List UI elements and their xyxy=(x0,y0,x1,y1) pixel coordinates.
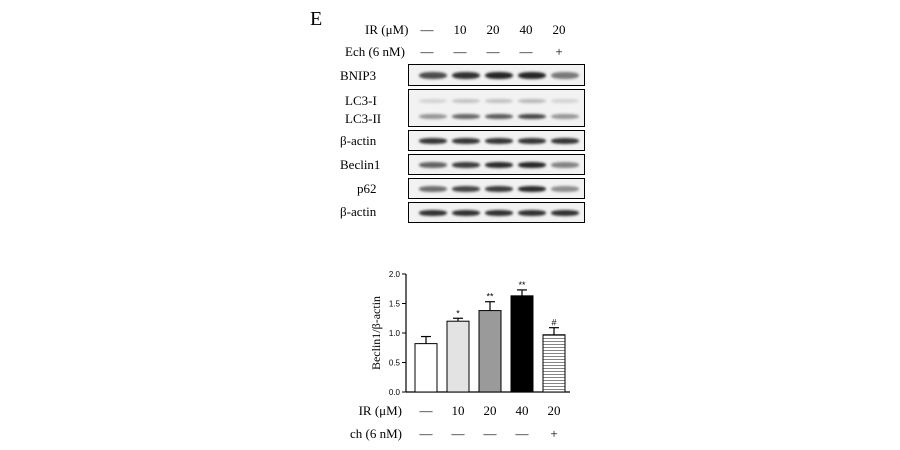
blot-lc3 xyxy=(408,89,585,127)
blot-band xyxy=(551,162,579,168)
beclin1-bar-chart: 0.0 0.5 1.0 1.5 2.0 Beclin1/β-actin ****… xyxy=(350,270,570,441)
blot-band xyxy=(485,72,513,79)
ir-condition-label: IR (μM) xyxy=(365,22,409,37)
blot-band xyxy=(452,186,480,192)
blot-band xyxy=(419,114,447,119)
bar xyxy=(446,320,470,393)
y-tick-label: 2.0 xyxy=(389,270,401,279)
y-ticks: 0.0 0.5 1.0 1.5 2.0 xyxy=(389,270,406,397)
blot-label-beclin1: Beclin1 xyxy=(340,157,381,172)
x-ech-value: — xyxy=(483,426,498,441)
blot-p62 xyxy=(408,178,585,199)
ech-value-lane-2: — xyxy=(453,44,467,59)
blot-beta-actin-1 xyxy=(408,130,585,151)
significance-marker: ** xyxy=(486,292,494,302)
x-ir-value: 20 xyxy=(548,403,561,418)
blot-band xyxy=(452,72,480,79)
ir-value-lane-5: 20 xyxy=(552,22,566,37)
x-ir-value: — xyxy=(419,403,434,418)
y-axis-label: Beclin1/β-actin xyxy=(369,296,383,370)
bar xyxy=(414,343,438,393)
x-ech-label: Ech (6 nM) xyxy=(350,426,402,441)
blot-band xyxy=(419,99,447,103)
blot-label-lc3-i: LC3-I xyxy=(345,93,377,108)
blot-label-lc3-ii: LC3-II xyxy=(345,111,382,126)
y-tick-label: 0.5 xyxy=(389,359,401,368)
x-ir-value: 10 xyxy=(452,403,465,418)
blot-band xyxy=(518,138,546,144)
x-condition-rows: IR (μM) — 10 20 40 20 Ech (6 nM) — — — —… xyxy=(350,403,561,441)
blot-label-p62: p62 xyxy=(357,181,377,196)
ir-value-lane-3: 20 xyxy=(486,22,500,37)
error-bar xyxy=(421,335,431,344)
blot-band xyxy=(419,186,447,192)
blot-band xyxy=(485,210,513,216)
y-tick-label: 0.0 xyxy=(389,388,401,397)
error-bar xyxy=(549,327,559,335)
blot-band xyxy=(452,99,480,103)
blot-band xyxy=(518,210,546,216)
bar xyxy=(478,310,502,393)
blot-band xyxy=(485,162,513,168)
x-ech-value: — xyxy=(515,426,530,441)
x-ech-value: — xyxy=(419,426,434,441)
blot-band xyxy=(419,72,447,79)
ech-condition-label: Ech (6 nM) xyxy=(345,44,405,59)
y-tick-label: 1.0 xyxy=(389,329,401,338)
blot-band xyxy=(452,138,480,144)
blot-band xyxy=(551,72,579,79)
significance-marker: ** xyxy=(518,280,526,290)
significance-marker: * xyxy=(456,308,460,318)
blot-band xyxy=(518,114,546,119)
ech-value-lane-5: + xyxy=(555,44,563,59)
x-ech-value: — xyxy=(451,426,466,441)
blot-band xyxy=(551,210,579,216)
ir-value-lane-1: — xyxy=(420,22,434,37)
error-bar xyxy=(517,289,527,296)
blot-bnip3 xyxy=(408,64,585,86)
ir-value-lane-4: 40 xyxy=(519,22,533,37)
blot-label-beta-actin-2: β-actin xyxy=(340,204,377,219)
significance-marker: # xyxy=(551,318,556,328)
ech-value-lane-4: — xyxy=(519,44,533,59)
blot-band xyxy=(452,114,480,119)
y-tick-label: 1.5 xyxy=(389,300,401,309)
blot-band xyxy=(518,186,546,192)
bar xyxy=(542,334,566,393)
bar xyxy=(510,295,534,393)
ir-value-lane-2: 10 xyxy=(453,22,467,37)
x-ech-value: + xyxy=(550,426,557,441)
blot-band xyxy=(485,99,513,103)
blot-label-beta-actin-1: β-actin xyxy=(340,133,377,148)
x-ir-value: 40 xyxy=(516,403,529,418)
blot-band xyxy=(551,114,579,119)
blot-band xyxy=(419,210,447,216)
blot-label-bnip3: BNIP3 xyxy=(340,68,377,83)
blot-band xyxy=(485,138,513,144)
blot-band xyxy=(551,99,579,103)
blot-band xyxy=(485,114,513,119)
blot-band xyxy=(518,72,546,79)
blot-band xyxy=(551,186,579,192)
bars: *****# xyxy=(414,280,566,393)
blot-band xyxy=(419,138,447,144)
blot-band xyxy=(419,162,447,168)
blot-band xyxy=(485,186,513,192)
error-bar xyxy=(485,301,495,311)
blot-beclin1 xyxy=(408,154,585,175)
blot-band xyxy=(452,162,480,168)
blot-beta-actin-2 xyxy=(408,202,585,223)
blot-band xyxy=(518,99,546,103)
ech-value-lane-3: — xyxy=(486,44,500,59)
ech-value-lane-1: — xyxy=(420,44,434,59)
panel-letter: E xyxy=(310,8,323,30)
blot-band xyxy=(452,210,480,216)
error-bar xyxy=(453,317,463,322)
x-ir-value: 20 xyxy=(484,403,497,418)
blot-band xyxy=(551,138,579,144)
blot-band xyxy=(518,162,546,168)
x-ir-label: IR (μM) xyxy=(359,403,402,418)
